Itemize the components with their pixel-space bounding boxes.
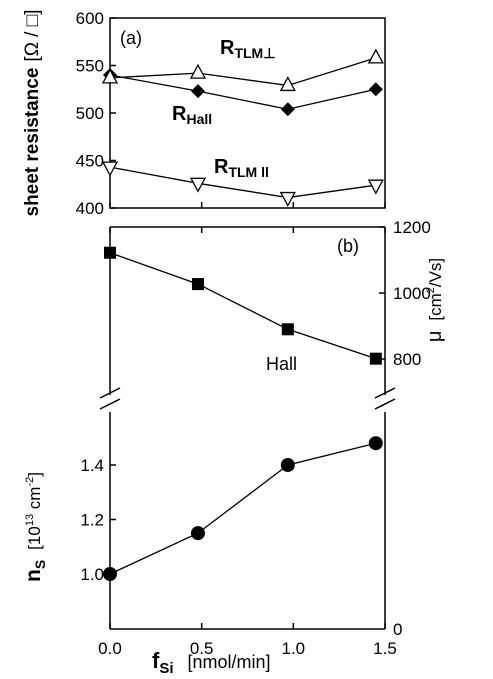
series-r-hall-point xyxy=(280,102,295,117)
series-r-hall-point xyxy=(368,82,383,97)
series-r-tlm-perp-point xyxy=(279,76,296,92)
svg-text:sheet resistance[Ω / □]: sheet resistance[Ω / □] xyxy=(22,10,43,217)
x-label-fsi: fSi [nmol/min] xyxy=(152,648,271,677)
y-tick-label-a: 600 xyxy=(76,9,104,28)
series-mu-point xyxy=(281,323,294,336)
y-tick-label-ns: 1.2 xyxy=(80,511,104,530)
panel-b-label: (b) xyxy=(337,236,359,256)
x-tick-label: 1.0 xyxy=(282,639,306,658)
series-r-tlm-par-line xyxy=(109,166,376,199)
series-r-tlm-perp-point xyxy=(189,63,207,79)
y-tick-label-right-zero: 0 xyxy=(393,620,402,639)
panel-b-frame xyxy=(109,226,386,630)
series-mu-point xyxy=(192,278,204,291)
series-r-tlm-par-point xyxy=(101,161,119,177)
series-r-tlm-perp-line xyxy=(109,57,377,87)
x-tick-label: 1.5 xyxy=(373,639,397,658)
y-tick-label-mu: 1000 xyxy=(393,284,431,303)
y-label-sheet-resistance: sheet resistance[Ω / □] xyxy=(22,10,43,217)
y-tick-label-a: 450 xyxy=(76,152,104,171)
axis-break-right xyxy=(374,387,396,410)
series-r-hall-line xyxy=(109,74,376,110)
hall-annotation: Hall xyxy=(266,354,297,374)
series-r-tlm-par-point xyxy=(189,177,207,193)
panel-a-label: (a) xyxy=(120,28,142,48)
label-r-tlm-par: RTLM ll xyxy=(214,156,269,180)
label-r-tlm-perp: RTLM⊥ xyxy=(220,37,275,61)
y-label-ns: nS[1013 cm-2] xyxy=(22,472,48,582)
axis-break-left xyxy=(99,387,121,410)
series-ns-point xyxy=(103,567,117,581)
y-tick-label-mu: 800 xyxy=(393,350,421,369)
x-tick-label: 0.5 xyxy=(190,639,214,658)
x-tick-label: 0.0 xyxy=(98,639,122,658)
svg-text:nS[1013 cm-2]: nS[1013 cm-2] xyxy=(22,472,48,582)
y-tick-label-a: 400 xyxy=(76,199,104,218)
series-mu-point xyxy=(104,246,116,259)
y-label-mobility: μ[cm2/Vs] xyxy=(424,258,446,342)
series-r-tlm-par-point xyxy=(279,191,296,207)
y-tick-label-a: 500 xyxy=(76,104,104,123)
series-ns-point xyxy=(191,526,205,541)
series-ns-point xyxy=(280,458,295,472)
series-r-tlm-perp-point xyxy=(101,68,119,84)
series-r-tlm-perp-point xyxy=(367,48,384,64)
svg-text:μ[cm2/Vs]: μ[cm2/Vs] xyxy=(424,258,446,342)
label-r-hall: RHall xyxy=(172,103,212,127)
series-r-tlm-par-point xyxy=(367,179,384,195)
y-tick-label-a: 550 xyxy=(76,57,104,76)
y-tick-label-mu: 1200 xyxy=(393,218,431,237)
series-mu-line xyxy=(109,252,377,360)
y-tick-label-ns: 1.0 xyxy=(80,565,104,584)
series-mu-point xyxy=(369,352,382,365)
series-r-hall-point xyxy=(191,84,205,99)
series-ns-point xyxy=(368,436,383,451)
series-ns-line xyxy=(109,442,376,575)
y-tick-label-ns: 1.4 xyxy=(80,456,104,475)
